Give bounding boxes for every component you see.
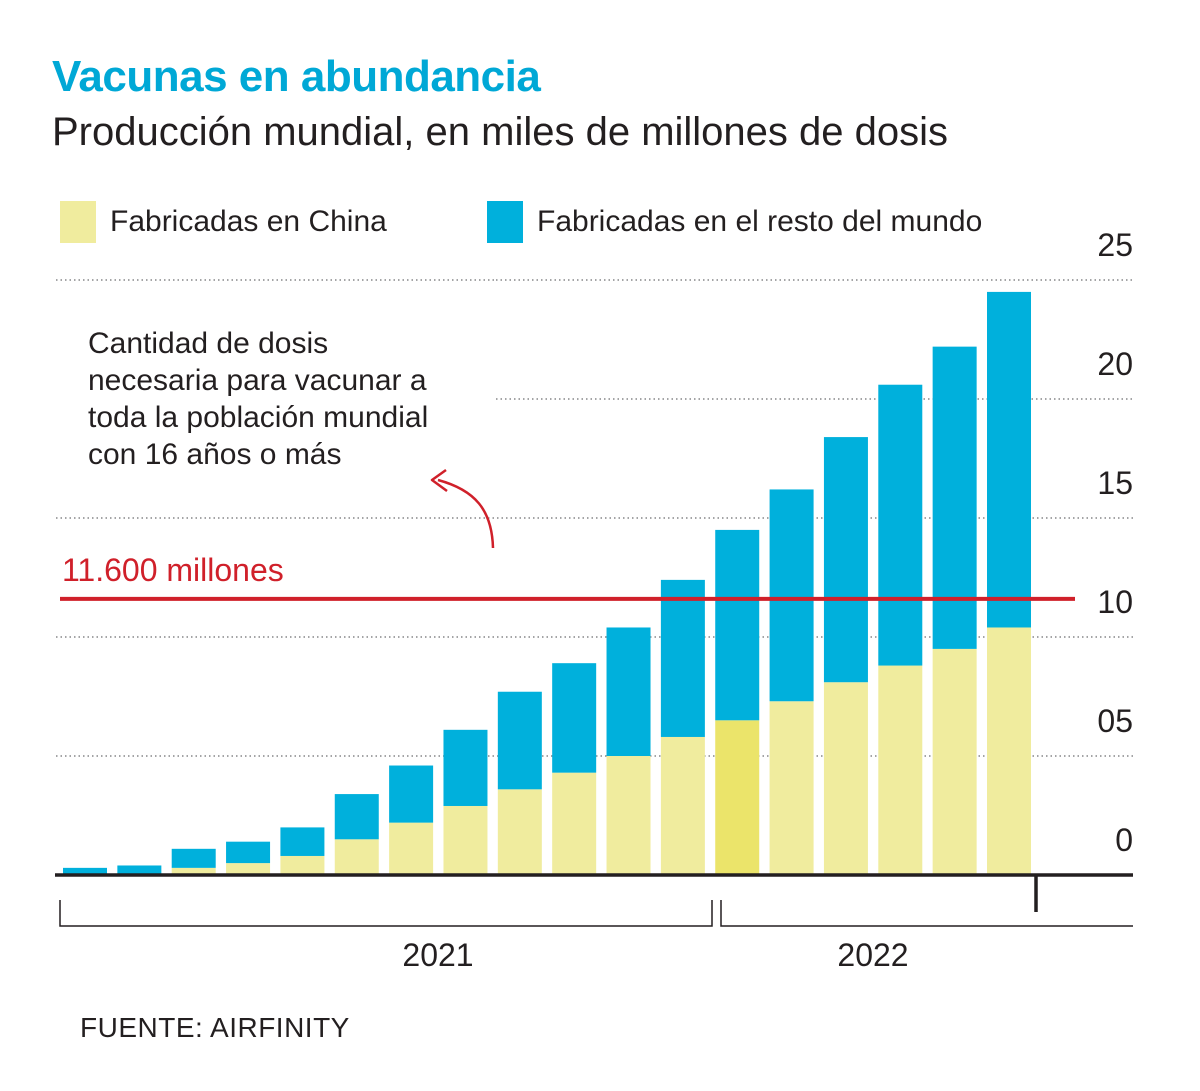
bar-rest-of-world-17: [932, 346, 977, 649]
bar-rest-of-world-15: [823, 437, 868, 683]
y-tick-label: 05: [1097, 703, 1133, 739]
annotation-text-line: necesaria para vacunar a: [88, 364, 427, 397]
y-tick-label: 15: [1097, 465, 1133, 501]
bar-china-11: [606, 756, 651, 875]
annotation-text-line: toda la población mundial: [88, 401, 428, 434]
bar-china-10: [552, 772, 597, 875]
bar-rest-of-world-5: [280, 827, 325, 856]
bar-china-14: [769, 701, 814, 875]
bar-china-3: [171, 867, 216, 875]
bar-rest-of-world-16: [878, 384, 923, 666]
bar-china-13: [715, 720, 760, 875]
bar-china-9: [497, 789, 542, 875]
source-note: FUENTE: AIRFINITY: [80, 1012, 350, 1043]
legend-label-china: Fabricadas en China: [110, 205, 387, 238]
y-tick-label: 10: [1097, 584, 1133, 620]
bar-rest-of-world-7: [389, 765, 434, 823]
bar-china-15: [823, 682, 868, 875]
bar-china-8: [443, 805, 488, 875]
y-tick-label: 20: [1097, 346, 1133, 382]
legend-swatch-china: [60, 201, 96, 243]
year-bracket-2022: [720, 900, 1133, 927]
year-label-2022: 2022: [837, 937, 908, 973]
legend-label-rest-of-world: Fabricadas en el resto del mundo: [537, 205, 983, 238]
annotation-text-line: Cantidad de dosis: [88, 327, 328, 360]
annotation-arrowhead: [430, 468, 448, 493]
bar-china-4: [226, 863, 271, 875]
bar-china-7: [389, 822, 434, 875]
threshold-label: 11.600 millones: [62, 552, 284, 588]
bar-china-6: [334, 839, 379, 875]
year-bracket-2021: [59, 900, 713, 927]
year-label-2021: 2021: [402, 937, 473, 973]
bar-rest-of-world-13: [715, 529, 760, 721]
bar-china-16: [878, 665, 923, 875]
bar-rest-of-world-12: [660, 579, 705, 737]
bar-rest-of-world-9: [497, 691, 542, 790]
annotation-text-line: con 16 años o más: [88, 438, 342, 471]
chart-title: Vacunas en abundancia: [52, 52, 541, 101]
legend-swatch-rest-of-world: [487, 201, 523, 243]
bar-rest-of-world-11: [606, 627, 651, 756]
bar-rest-of-world-2: [117, 865, 162, 875]
bar-rest-of-world-1: [63, 867, 107, 875]
bar-china-17: [932, 648, 977, 875]
bar-rest-of-world-8: [443, 729, 488, 806]
legend-item-china: Fabricadas en China: [60, 200, 387, 244]
bar-rest-of-world-6: [334, 794, 379, 840]
bar-china-5: [280, 855, 325, 875]
y-tick-label: 0: [1115, 822, 1133, 858]
legend-item-rest-of-world: Fabricadas en el resto del mundo: [487, 200, 982, 244]
bar-china-12: [660, 736, 705, 875]
bar-rest-of-world-10: [552, 663, 597, 773]
bar-rest-of-world-3: [171, 848, 216, 868]
chart-subtitle: Producción mundial, en miles de millones…: [52, 110, 949, 154]
bar-rest-of-world-4: [226, 841, 271, 864]
bar-china-18: [987, 627, 1031, 875]
bar-rest-of-world-14: [769, 489, 814, 702]
y-tick-label: 25: [1097, 227, 1133, 263]
bar-rest-of-world-18: [987, 291, 1031, 628]
annotation-arrow: [437, 478, 495, 549]
